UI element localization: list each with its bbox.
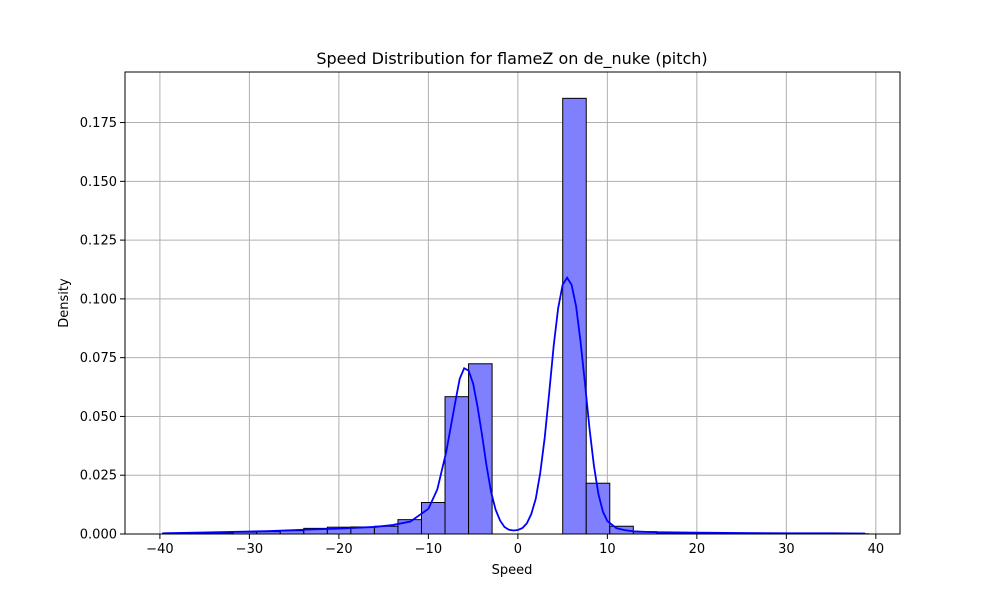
y-tick-label: 0.050 [80, 410, 117, 425]
histogram-bar [562, 97, 587, 535]
y-tick-label: 0.150 [80, 175, 117, 190]
x-tick-label: 40 [868, 542, 885, 557]
x-tick-label: 20 [689, 542, 706, 557]
y-tick-label: 0.075 [80, 351, 117, 366]
grid [125, 72, 900, 535]
chart-title: Speed Distribution for flameZ on de_nuke… [316, 49, 707, 69]
y-tick-label: 0.175 [80, 116, 117, 131]
histogram-bar [420, 501, 446, 535]
y-tick-label: 0.000 [80, 528, 117, 543]
plot-frame [124, 71, 901, 535]
x-tick-label: 30 [778, 542, 795, 557]
x-axis-ticks: −40 −30 −20 −10 0 10 20 30 40 [146, 534, 884, 557]
histogram-bar [444, 396, 470, 535]
x-tick-label: −10 [415, 542, 442, 557]
histogram-bars [162, 97, 870, 535]
x-tick-label: −20 [325, 542, 352, 557]
x-tick-label: 10 [599, 542, 616, 557]
x-axis-label: Speed [492, 563, 533, 578]
x-tick-label: −40 [146, 542, 173, 557]
kde-line [162, 276, 866, 535]
y-tick-label: 0.100 [80, 292, 117, 307]
y-tick-label: 0.025 [80, 469, 117, 484]
y-axis-label: Density [57, 278, 72, 328]
x-tick-label: −30 [236, 542, 263, 557]
x-tick-label: 0 [514, 542, 522, 557]
histogram-bar [468, 363, 493, 535]
y-axis-ticks: 0.000 0.025 0.050 0.075 0.100 0.125 0.150 0.175 [80, 116, 125, 543]
y-tick-label: 0.125 [80, 234, 117, 249]
